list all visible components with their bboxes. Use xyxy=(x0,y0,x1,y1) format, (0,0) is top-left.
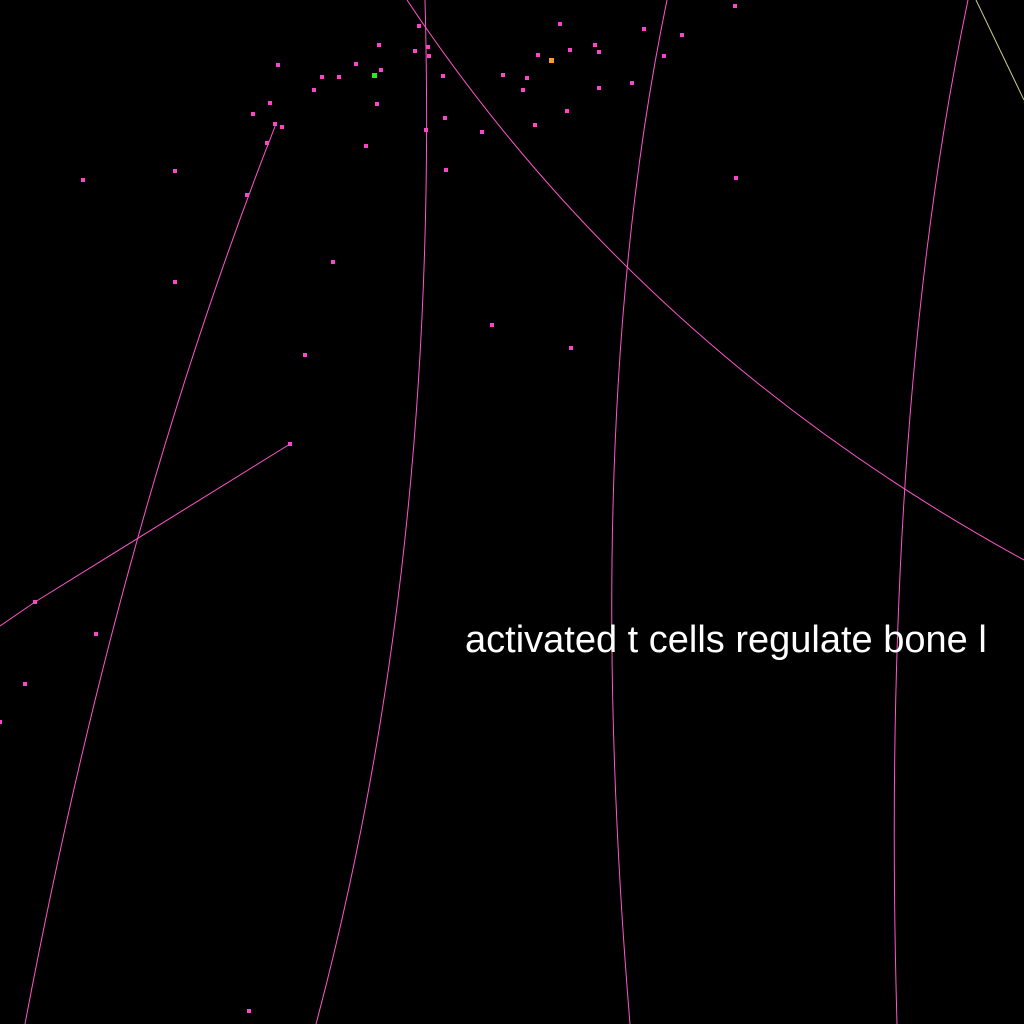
edge xyxy=(406,0,1024,561)
graph-node[interactable] xyxy=(597,86,601,90)
graph-node[interactable] xyxy=(630,81,634,85)
graph-node[interactable] xyxy=(173,280,177,284)
graph-node[interactable] xyxy=(273,122,277,126)
graph-node[interactable] xyxy=(569,346,573,350)
graph-node[interactable] xyxy=(565,109,569,113)
graph-node[interactable] xyxy=(568,48,572,52)
graph-node[interactable] xyxy=(642,27,646,31)
graph-node[interactable] xyxy=(441,74,445,78)
graph-node[interactable] xyxy=(558,22,562,26)
graph-node[interactable] xyxy=(33,600,37,604)
graph-node[interactable] xyxy=(525,76,529,80)
graph-node[interactable] xyxy=(245,193,249,197)
nodes-layer xyxy=(0,4,738,1013)
graph-node[interactable] xyxy=(312,88,316,92)
graph-node[interactable] xyxy=(521,88,525,92)
graph-node[interactable] xyxy=(734,176,738,180)
graph-node[interactable] xyxy=(443,116,447,120)
graph-node[interactable] xyxy=(331,260,335,264)
graph-node[interactable] xyxy=(379,68,383,72)
graph-node[interactable] xyxy=(444,168,448,172)
graph-node-highlight-orange[interactable] xyxy=(549,58,554,63)
graph-node[interactable] xyxy=(680,33,684,37)
graph-node[interactable] xyxy=(320,75,324,79)
graph-node[interactable] xyxy=(413,49,417,53)
graph-node[interactable] xyxy=(354,62,358,66)
graph-node[interactable] xyxy=(536,53,540,57)
edge xyxy=(893,0,969,1024)
graph-node[interactable] xyxy=(377,43,381,47)
graph-node[interactable] xyxy=(490,323,494,327)
graph-node[interactable] xyxy=(94,632,98,636)
graph-node[interactable] xyxy=(501,73,505,77)
graph-node[interactable] xyxy=(480,130,484,134)
graph-node[interactable] xyxy=(268,101,272,105)
graph-node[interactable] xyxy=(23,682,27,686)
graph-node[interactable] xyxy=(303,353,307,357)
graph-node[interactable] xyxy=(733,4,737,8)
graph-node[interactable] xyxy=(426,45,430,49)
graph-node[interactable] xyxy=(375,102,379,106)
node-label: activated t cells regulate bone l xyxy=(465,619,987,661)
graph-node[interactable] xyxy=(662,54,666,58)
graph-node[interactable] xyxy=(337,75,341,79)
edge xyxy=(315,0,428,1024)
graph-node[interactable] xyxy=(280,125,284,129)
graph-node[interactable] xyxy=(251,112,255,116)
graph-node[interactable] xyxy=(247,1009,251,1013)
edge xyxy=(611,0,668,1024)
graph-node[interactable] xyxy=(424,128,428,132)
edge xyxy=(0,443,291,627)
graph-node[interactable] xyxy=(427,54,431,58)
graph-node[interactable] xyxy=(265,141,269,145)
graph-node[interactable] xyxy=(597,50,601,54)
graph-node[interactable] xyxy=(417,24,421,28)
graph-node[interactable] xyxy=(288,442,292,446)
graph-node[interactable] xyxy=(364,144,368,148)
graph-node[interactable] xyxy=(593,43,597,47)
edge-faint xyxy=(975,0,1024,101)
graph-node[interactable] xyxy=(173,169,177,173)
graph-node[interactable] xyxy=(276,63,280,67)
graph-node[interactable] xyxy=(0,720,2,724)
graph-node[interactable] xyxy=(81,178,85,182)
graph-node-highlight-green[interactable] xyxy=(372,73,377,78)
graph-node[interactable] xyxy=(533,123,537,127)
edge xyxy=(24,123,277,1024)
